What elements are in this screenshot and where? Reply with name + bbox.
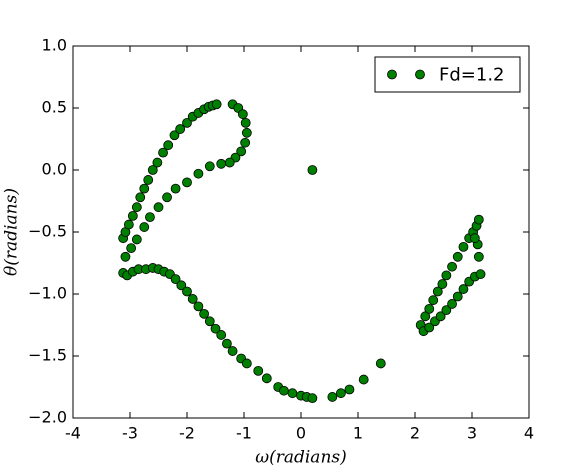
plot-frame bbox=[72, 45, 530, 419]
point bbox=[131, 202, 142, 213]
point bbox=[237, 109, 248, 120]
point bbox=[152, 157, 163, 168]
y-tick-label: 1.0 bbox=[42, 36, 67, 55]
point bbox=[307, 165, 318, 175]
point bbox=[428, 295, 439, 306]
point bbox=[458, 241, 469, 252]
point bbox=[441, 270, 452, 281]
x-tick-label: -4 bbox=[65, 424, 81, 443]
point bbox=[437, 279, 448, 289]
legend-box bbox=[374, 56, 521, 93]
point bbox=[163, 140, 174, 151]
x-tick-label: -1 bbox=[236, 424, 252, 443]
legend-marker bbox=[415, 69, 425, 80]
point bbox=[241, 358, 252, 369]
point bbox=[193, 301, 204, 312]
point bbox=[327, 392, 338, 402]
point bbox=[441, 305, 452, 316]
point bbox=[236, 146, 247, 157]
point bbox=[135, 192, 146, 203]
point bbox=[473, 251, 484, 262]
point bbox=[158, 147, 168, 158]
point bbox=[227, 346, 238, 356]
x-tick-label: 1 bbox=[353, 424, 363, 443]
point bbox=[127, 210, 138, 221]
point bbox=[182, 117, 192, 128]
x-axis-label: ω(radians) bbox=[255, 448, 347, 466]
point bbox=[120, 251, 131, 262]
point bbox=[204, 161, 215, 172]
point bbox=[452, 251, 463, 262]
point bbox=[169, 130, 180, 141]
point bbox=[358, 374, 369, 385]
point bbox=[193, 168, 204, 179]
point bbox=[199, 308, 210, 319]
point bbox=[224, 157, 235, 168]
point bbox=[187, 294, 198, 304]
point bbox=[176, 280, 187, 291]
point bbox=[278, 385, 289, 396]
point bbox=[211, 99, 222, 110]
y-tick-label: −1.0 bbox=[28, 284, 67, 303]
y-axis-label: θ(radians) bbox=[2, 188, 22, 276]
point bbox=[126, 243, 137, 254]
point bbox=[240, 117, 251, 128]
x-tick-label: -2 bbox=[179, 424, 195, 443]
y-tick-label: 0.0 bbox=[42, 160, 67, 179]
point bbox=[170, 183, 181, 194]
point bbox=[344, 384, 355, 395]
legend-label: Fd=1.2 bbox=[439, 65, 505, 86]
legend-marker bbox=[387, 69, 397, 80]
y-tick-label: −1.5 bbox=[28, 346, 67, 365]
x-tick-label: 4 bbox=[524, 424, 534, 443]
point bbox=[147, 165, 158, 175]
point bbox=[420, 311, 431, 322]
point bbox=[447, 299, 457, 309]
point bbox=[139, 222, 150, 232]
point bbox=[216, 330, 227, 340]
point bbox=[261, 373, 272, 384]
point bbox=[375, 358, 386, 369]
y-tick-label: 0.5 bbox=[42, 98, 67, 117]
point bbox=[182, 177, 192, 188]
point bbox=[424, 322, 435, 333]
point bbox=[216, 158, 227, 169]
point bbox=[241, 127, 252, 138]
point bbox=[139, 183, 150, 194]
point bbox=[175, 124, 186, 134]
point bbox=[145, 212, 155, 223]
point bbox=[131, 234, 142, 245]
point bbox=[153, 202, 164, 213]
point bbox=[253, 365, 264, 376]
point bbox=[143, 175, 154, 185]
point bbox=[473, 214, 484, 225]
point bbox=[475, 269, 486, 280]
point bbox=[435, 311, 446, 322]
point bbox=[221, 338, 232, 349]
point bbox=[307, 393, 318, 404]
point bbox=[458, 284, 469, 294]
point bbox=[170, 274, 181, 285]
point bbox=[123, 219, 134, 230]
point bbox=[424, 303, 435, 314]
x-tick-label: 3 bbox=[467, 424, 477, 443]
x-tick-label: -3 bbox=[122, 424, 138, 443]
point bbox=[204, 316, 215, 327]
point bbox=[447, 261, 457, 272]
x-tick-label: 2 bbox=[410, 424, 420, 443]
point bbox=[240, 137, 251, 148]
x-tick-label: 0 bbox=[296, 424, 306, 443]
point bbox=[452, 291, 463, 302]
point bbox=[182, 286, 192, 297]
point bbox=[432, 286, 443, 297]
point bbox=[210, 323, 221, 334]
point bbox=[287, 388, 298, 399]
point bbox=[335, 388, 346, 399]
point bbox=[469, 233, 480, 244]
y-tick-label: −0.5 bbox=[28, 222, 67, 241]
y-tick-label: −2.0 bbox=[28, 408, 67, 427]
point bbox=[162, 192, 172, 203]
